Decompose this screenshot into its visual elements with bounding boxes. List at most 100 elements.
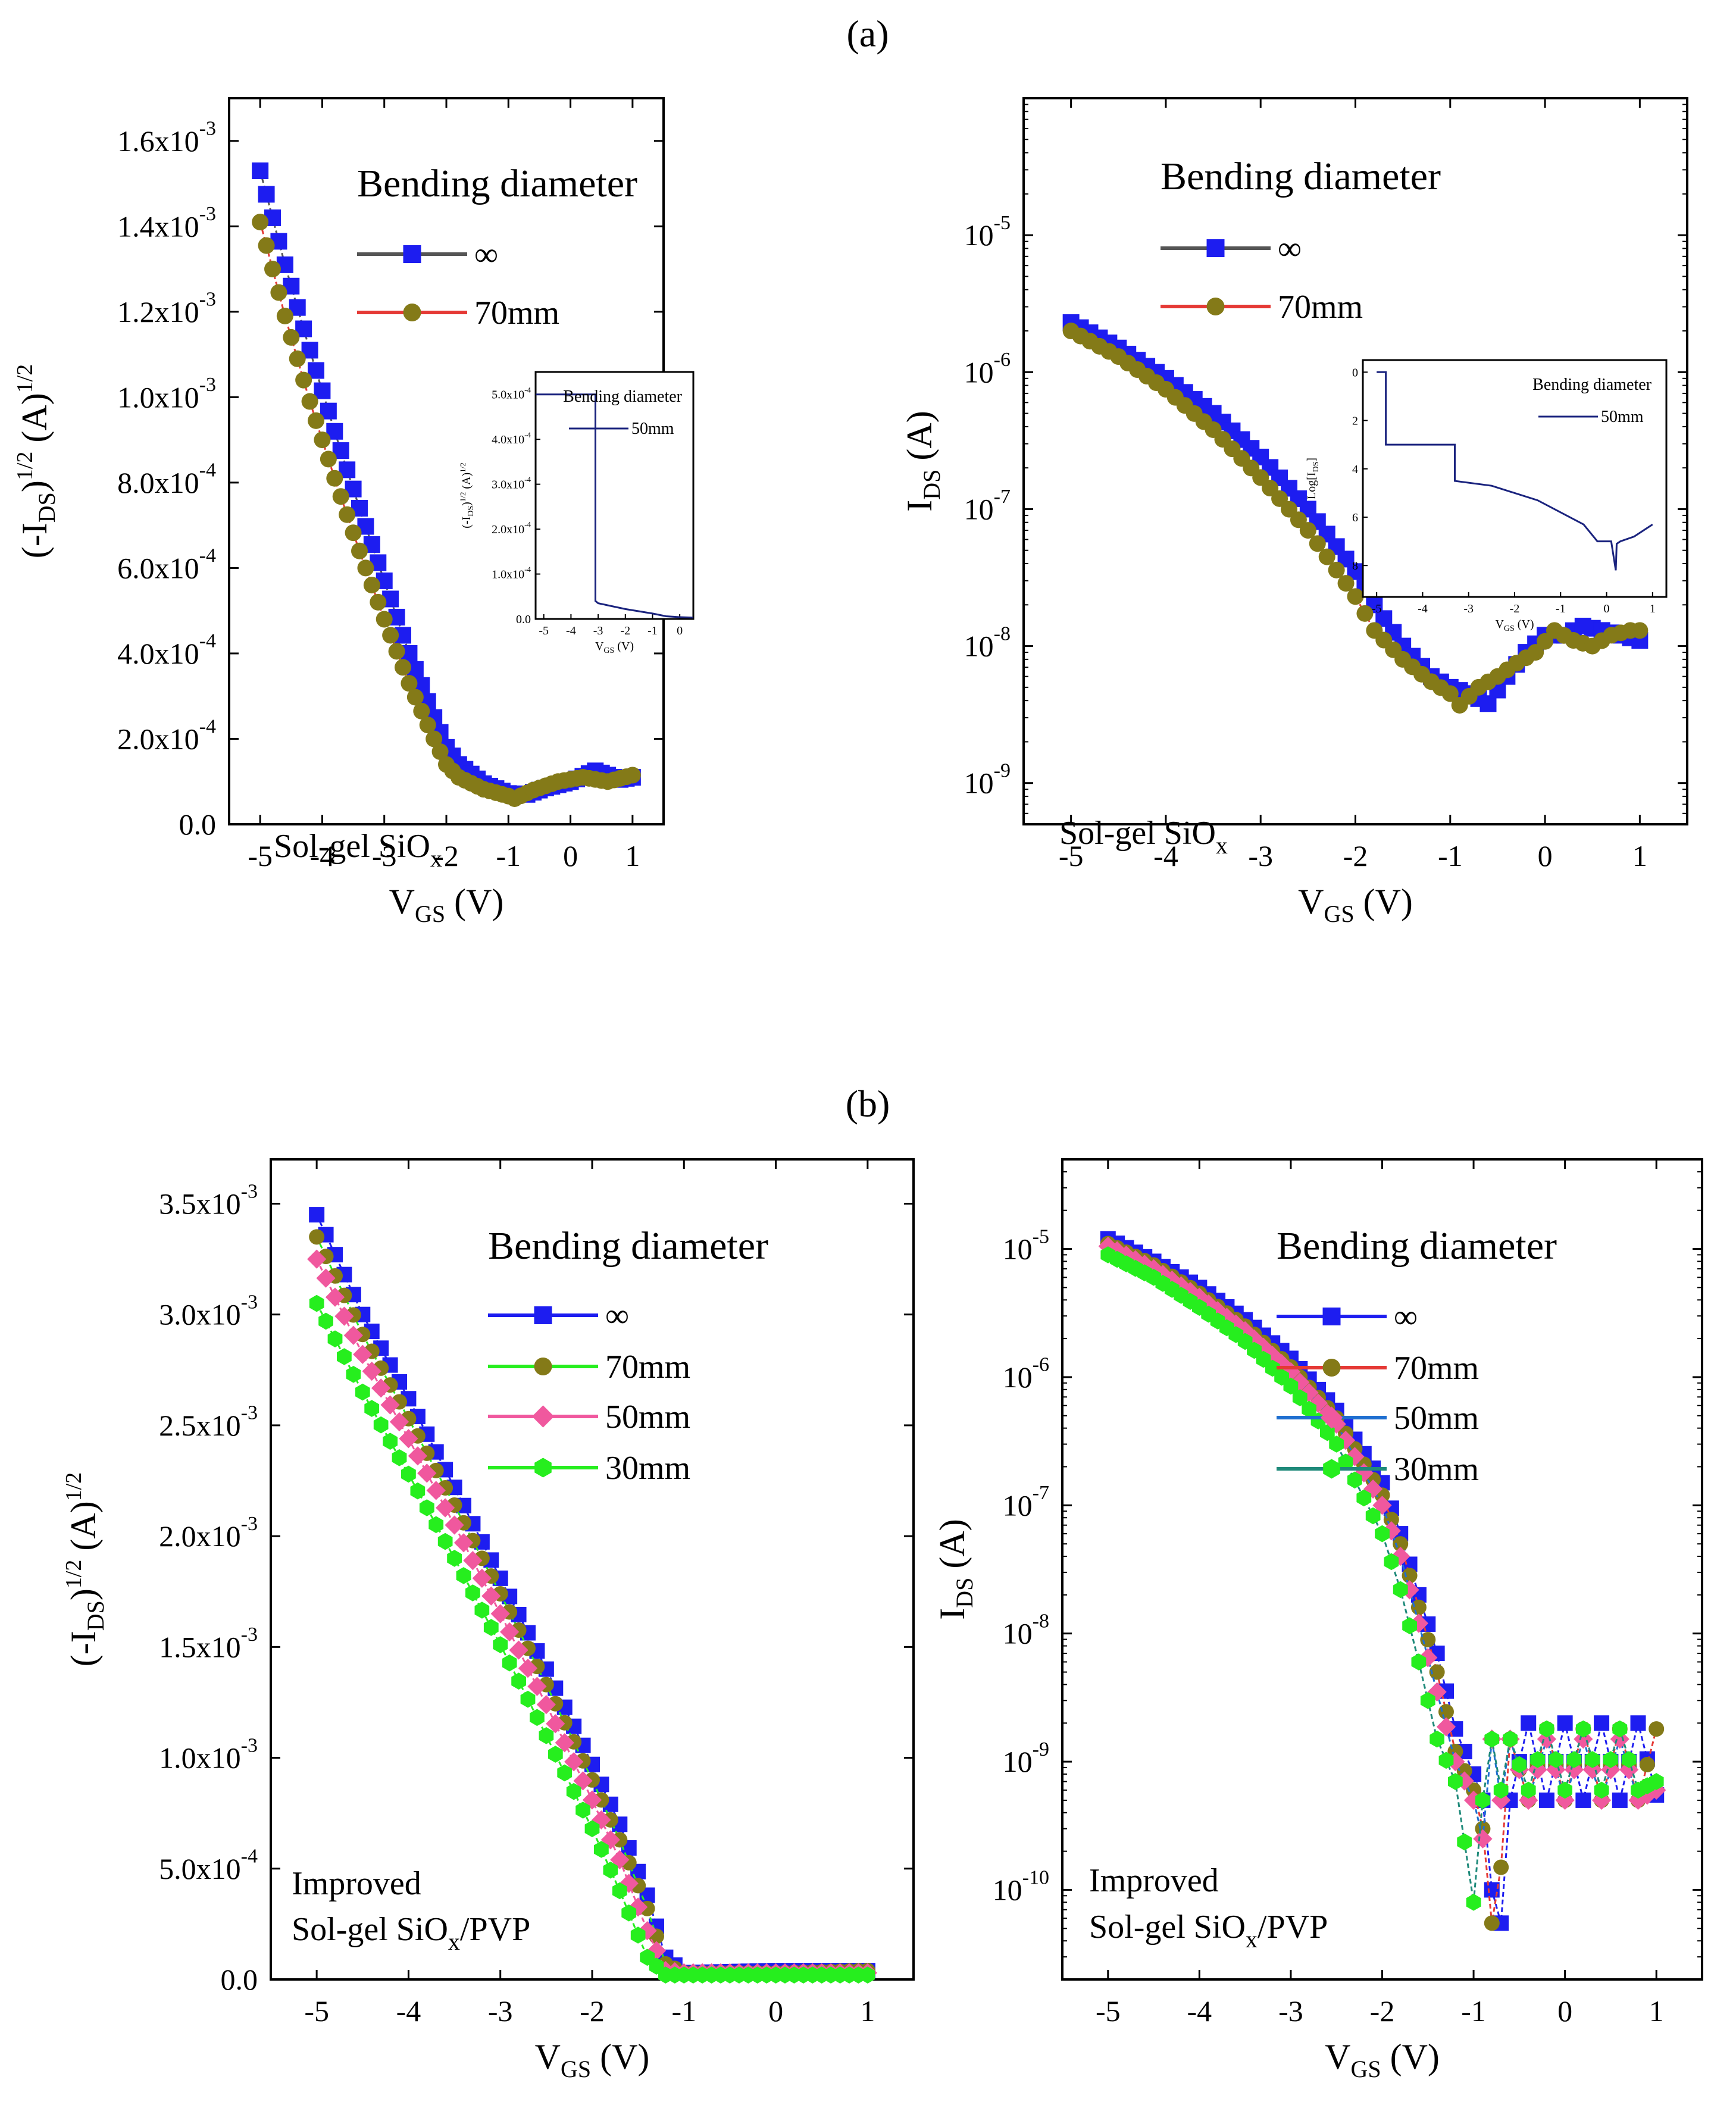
inset-y-tick-label: 6 — [1352, 511, 1358, 524]
data-point — [436, 1498, 455, 1518]
inset-y-tick-label: 0.0 — [516, 613, 531, 626]
legend-entry-label: ∞ — [474, 236, 498, 273]
x-tick-label: 0 — [1557, 1994, 1572, 2028]
y-tick-label: 2.5x10-3 — [159, 1402, 258, 1442]
data-point — [456, 1567, 471, 1584]
y-tick-label: 10-9 — [1003, 1738, 1049, 1778]
inset-x-tick-label: -1 — [648, 624, 658, 637]
data-point — [401, 1465, 416, 1483]
data-point — [339, 506, 356, 523]
inset-x-tick-label: -2 — [1510, 602, 1520, 615]
legend-entry-label: 30mm — [605, 1450, 690, 1487]
data-point — [1375, 1525, 1390, 1543]
data-point — [530, 1709, 545, 1727]
data-point — [1384, 1553, 1399, 1571]
data-point — [447, 1550, 462, 1567]
data-point — [1521, 1781, 1536, 1799]
data-point — [371, 1378, 391, 1398]
y-tick-label: 8.0x10-4 — [117, 459, 216, 499]
x-tick-label: 1 — [860, 1994, 875, 2028]
data-point — [584, 1820, 600, 1837]
legend-entry-label: 70mm — [1278, 289, 1363, 326]
data-point — [376, 611, 393, 628]
data-point — [463, 1550, 483, 1571]
inset-chart: -5 -4 -3 -2 -1 0 0.0 1.0x10-4 2.0x10-4 3.0x10-4 4.… — [458, 371, 695, 655]
x-tick-label: 0 — [1538, 839, 1553, 872]
legend-entry-label: ∞ — [605, 1297, 629, 1334]
x-tick-label: -4 — [1187, 1994, 1212, 2028]
x-tick-label: 1 — [1632, 839, 1647, 872]
inset-y-tick-label: 0 — [1352, 366, 1358, 379]
x-tick-label: -5 — [248, 839, 273, 872]
data-point — [1393, 1536, 1409, 1552]
data-point — [493, 1636, 508, 1653]
data-point — [1512, 1756, 1527, 1774]
x-tick-label: -1 — [671, 1994, 696, 2028]
data-point — [276, 308, 293, 324]
y-axis-title: IDS (A) — [900, 411, 945, 511]
data-point — [603, 1862, 618, 1879]
series-4 — [309, 1294, 875, 1984]
inset-y-tick-label: 3.0x10-4 — [492, 475, 531, 491]
data-point — [326, 470, 343, 487]
y-tick-label: 1.5x10-3 — [159, 1624, 258, 1663]
legend-entry-label: 50mm — [1394, 1400, 1479, 1437]
x-tick-label: -3 — [1278, 1994, 1303, 2028]
y-tick-label: 10-5 — [964, 212, 1011, 252]
data-point — [1438, 1704, 1454, 1720]
chart-b-right: -5 -4 -3 -2 -1 0 1 10-10 10-9 10-8 10-7 10-6 10-5 VGS… — [933, 1158, 1703, 2082]
data-point — [1538, 1792, 1554, 1808]
data-point — [325, 1287, 345, 1307]
inset-y-axis-title: (-IDS)1/2 (A)1/2 — [458, 462, 476, 528]
data-point — [408, 1446, 427, 1466]
data-point — [628, 1897, 648, 1917]
legend-swatch-marker — [1322, 1308, 1341, 1325]
data-point — [309, 1207, 325, 1223]
legend-title: Bending diameter — [488, 1224, 768, 1268]
x-tick-label: -5 — [1096, 1994, 1121, 2028]
x-axis-title: VGS (V) — [1298, 882, 1413, 927]
data-point — [1557, 1715, 1573, 1731]
data-point — [1302, 1400, 1316, 1418]
data-point — [382, 627, 399, 644]
legend-title: Bending diameter — [1277, 1224, 1557, 1268]
data-point — [1603, 1751, 1618, 1768]
legend: Bending diameter ∞ 70mm — [357, 162, 637, 331]
y-tick-label: 1.0x10-3 — [159, 1734, 258, 1774]
data-point — [621, 1904, 637, 1922]
inset-frame — [1362, 359, 1668, 598]
data-point — [327, 1330, 343, 1347]
data-point — [1328, 561, 1345, 578]
x-tick-label: -4 — [396, 1994, 421, 2028]
data-point — [630, 1926, 646, 1944]
data-point — [1292, 1389, 1308, 1406]
data-point — [1329, 1435, 1344, 1453]
inset-x-tick-label: -2 — [620, 624, 630, 637]
data-point — [388, 643, 405, 660]
x-tick-label: -3 — [372, 839, 397, 872]
data-point — [301, 393, 318, 410]
data-point — [1393, 1581, 1408, 1599]
data-point — [1484, 1915, 1500, 1931]
data-point — [1347, 1471, 1362, 1489]
x-axis-title: VGS (V) — [389, 882, 504, 927]
y-tick-label: 3.5x10-3 — [159, 1180, 258, 1220]
data-point — [364, 1400, 380, 1417]
data-point — [520, 1690, 536, 1708]
inset-x-axis-title: VGS (V) — [1495, 618, 1534, 633]
data-point — [1320, 1424, 1335, 1441]
data-point — [283, 329, 300, 346]
data-point — [410, 1482, 426, 1500]
data-point — [309, 1294, 324, 1312]
data-point — [612, 1882, 627, 1900]
data-point — [264, 261, 281, 278]
inset-x-tick-label: -3 — [1463, 602, 1474, 615]
data-point — [511, 1672, 526, 1690]
y-tick-label: 2.0x10-3 — [159, 1513, 258, 1553]
y-tick-label: 4.0x10-4 — [117, 630, 216, 670]
data-point — [431, 743, 449, 760]
inset-frame — [534, 371, 695, 620]
inset-series-line — [536, 393, 694, 619]
data-point — [357, 559, 374, 577]
data-point — [445, 1515, 464, 1535]
